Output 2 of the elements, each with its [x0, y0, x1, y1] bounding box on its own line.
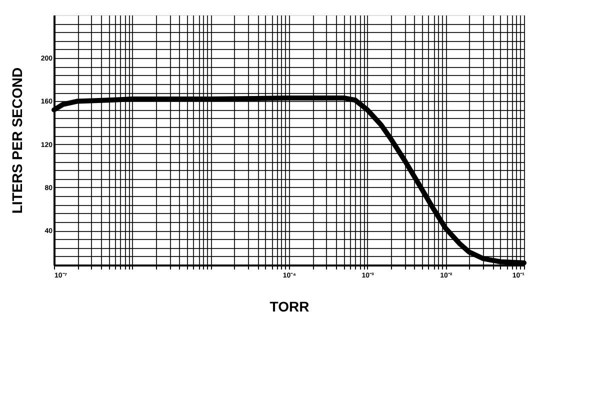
x-axis-title: TORR	[270, 298, 310, 314]
y-axis-title: LITERS PER SECOND	[8, 67, 25, 214]
